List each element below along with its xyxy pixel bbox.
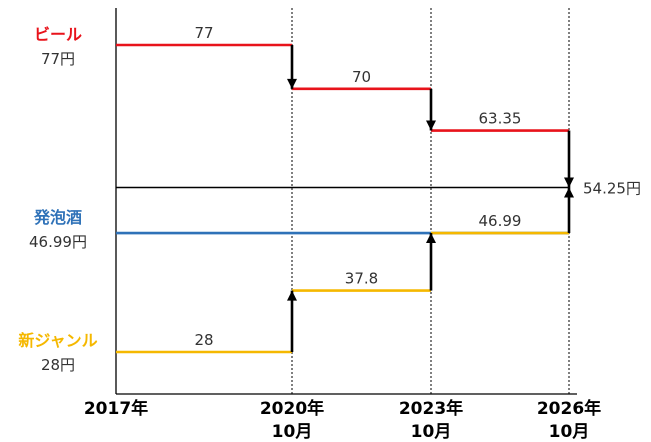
x-tick-label-2: 2023年	[399, 398, 463, 419]
x-tick-sublabel-3: 10月	[549, 422, 590, 442]
series-2-data-label-1: 37.8	[345, 270, 378, 288]
series-start-price-2: 28円	[41, 356, 75, 374]
series-0-data-label-0: 77	[194, 24, 213, 42]
series-name-0: ビール	[34, 25, 82, 44]
series-name-1: 発泡酒	[33, 208, 82, 227]
x-tick-label-1: 2020年	[260, 398, 324, 419]
series-1-data-label-2: 46.99	[479, 212, 522, 230]
beer-step-arrow-3-head	[564, 177, 574, 188]
series-0-data-label-1: 70	[352, 68, 371, 86]
series-start-price-0: 77円	[41, 50, 75, 68]
x-tick-label-3: 2026年	[537, 398, 601, 419]
happoshu-step-arrow-3-head	[564, 187, 574, 198]
series-0-data-label-2: 63.35	[479, 110, 522, 128]
target-label: 54.25円	[583, 180, 641, 198]
newgenre-step-arrow-2-head	[426, 233, 436, 244]
x-tick-label-0: 2017年	[84, 398, 148, 419]
series-name-2: 新ジャンル	[18, 331, 97, 350]
series-start-price-1: 46.99円	[29, 233, 87, 251]
x-tick-sublabel-1: 10月	[272, 422, 313, 442]
series-2-data-label-0: 28	[194, 331, 213, 349]
beer-step-arrow-1-head	[287, 78, 297, 89]
x-tick-sublabel-2: 10月	[411, 422, 452, 442]
beer-step-arrow-2-head	[426, 120, 436, 131]
newgenre-step-arrow-1-head	[287, 290, 297, 301]
